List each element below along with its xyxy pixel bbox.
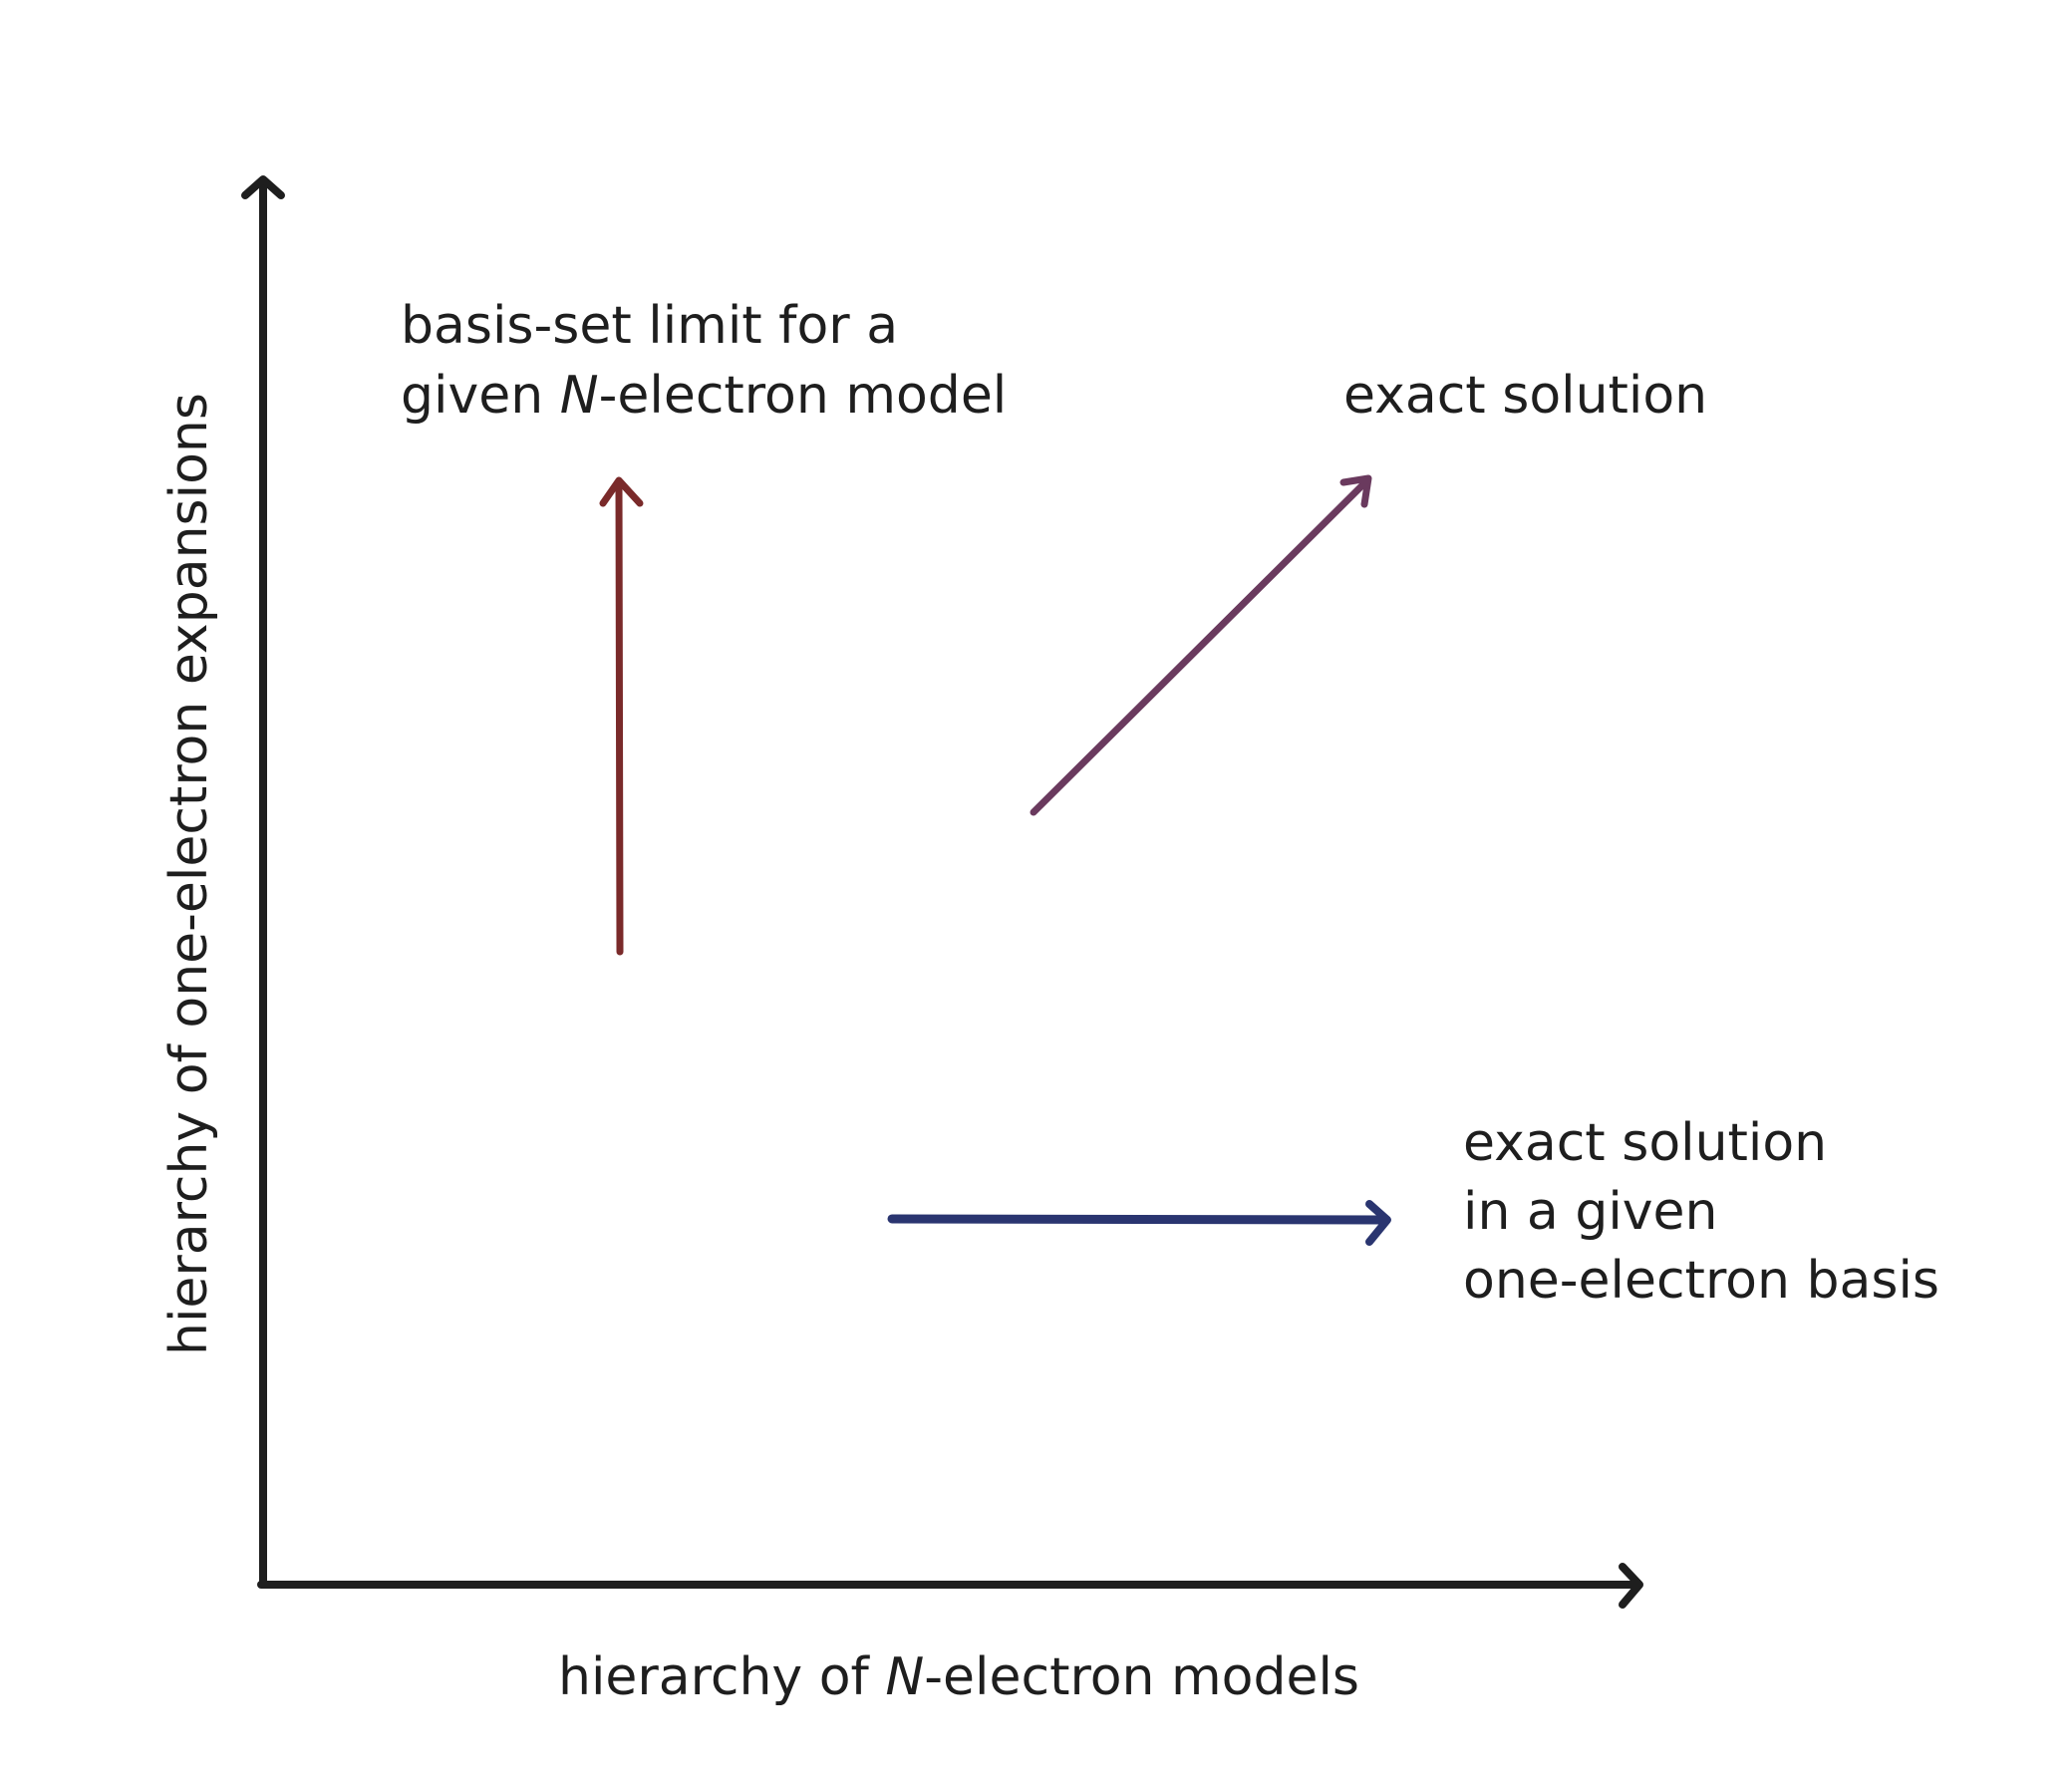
exact-in-basis-arrow bbox=[887, 1200, 1391, 1246]
exact-solution-label: exact solution bbox=[1343, 366, 1707, 426]
y-axis bbox=[241, 175, 285, 1589]
exact-solution-arrowhead bbox=[1339, 474, 1372, 508]
exact-in-basis-label-line2: in a given bbox=[1463, 1182, 1718, 1242]
x-axis-label-italic: N bbox=[885, 1647, 924, 1707]
basis-limit-arrowhead bbox=[599, 476, 644, 507]
exact-solution-arrow bbox=[1030, 474, 1372, 816]
exact-in-basis-arrowhead bbox=[1365, 1200, 1391, 1246]
x-axis-label-prefix: hierarchy of bbox=[558, 1647, 885, 1707]
basis-limit-label: basis-set limit for a given N-electron m… bbox=[401, 296, 1007, 426]
x-axis bbox=[257, 1563, 1643, 1609]
basis-limit-arrow bbox=[599, 476, 644, 956]
y-axis-label: hierarchy of one-electron expansions bbox=[159, 393, 219, 1355]
exact-in-basis-label: exact solution in a given one-electron b… bbox=[1463, 1113, 1939, 1311]
basis-limit-label-line1: basis-set limit for a bbox=[401, 296, 898, 356]
x-axis-label: hierarchy of N-electron models bbox=[558, 1647, 1359, 1707]
y-axis-arrowhead bbox=[241, 175, 285, 199]
exact-in-basis-label-line1: exact solution bbox=[1463, 1113, 1827, 1173]
basis-limit-label-line2-prefix: given bbox=[401, 366, 560, 426]
basis-limit-label-line2-suffix: -electron model bbox=[599, 366, 1008, 426]
exact-in-basis-label-line3: one-electron basis bbox=[1463, 1251, 1939, 1311]
exact-in-basis-arrow-line bbox=[887, 1214, 1390, 1225]
x-axis-label-suffix: -electron models bbox=[924, 1647, 1359, 1707]
exact-solution-arrow-line bbox=[1030, 476, 1371, 816]
x-axis-arrowhead bbox=[1619, 1563, 1643, 1609]
basis-limit-label-line2-italic: N bbox=[560, 366, 599, 426]
basis-limit-arrow-line bbox=[615, 479, 624, 956]
